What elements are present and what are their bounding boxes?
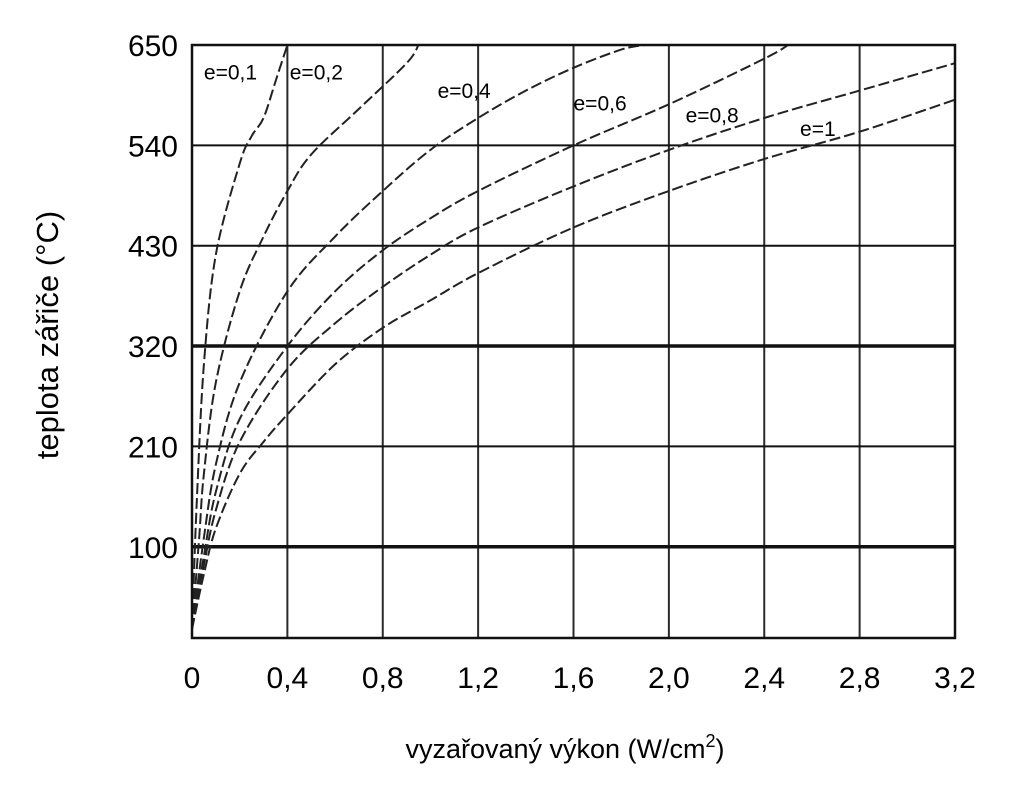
series-label: e=0,4 <box>438 80 491 103</box>
x-tick-label: 0,8 <box>362 662 404 695</box>
y-tick-label: 210 <box>128 431 178 464</box>
y-tick-label: 320 <box>128 331 178 364</box>
plot-frame <box>190 43 957 640</box>
series-line <box>191 44 789 630</box>
series-line <box>191 62 956 630</box>
series-label: e=1 <box>800 118 836 141</box>
series-label: e=0,1 <box>204 62 257 85</box>
curves <box>191 44 956 630</box>
y-axis-title: teplota zářiče (°C) <box>30 211 65 459</box>
y-tick-label: 650 <box>128 30 178 63</box>
series-line <box>191 44 420 629</box>
x-tick-label: 0,4 <box>267 662 309 695</box>
y-tick-labels: 100 210 320 430 540 650 <box>128 30 178 565</box>
x-tick-label: 1,6 <box>553 662 595 695</box>
x-tick-label: 2,8 <box>839 662 881 695</box>
x-tick-label: 2,0 <box>648 662 690 695</box>
x-tick-labels: 0 0,4 0,8 1,2 1,6 2,0 2,4 2,8 3,2 <box>184 662 976 695</box>
series-line <box>191 44 289 629</box>
axis-frame <box>190 43 957 640</box>
y-tick-label: 100 <box>128 532 178 565</box>
y-tick-label: 430 <box>128 231 178 264</box>
x-tick-label: 1,2 <box>457 662 499 695</box>
series-label: e=0,2 <box>290 62 343 85</box>
series-line <box>191 98 956 630</box>
x-tick-label: 0 <box>184 662 201 695</box>
x-axis-title: vyzařovaný výkon (W/cm2) <box>405 731 724 764</box>
x-tick-label: 3,2 <box>934 662 976 695</box>
series-label: e=0,6 <box>574 93 627 116</box>
x-tick-label: 2,4 <box>743 662 785 695</box>
y-tick-label: 540 <box>128 130 178 163</box>
grid <box>192 45 955 638</box>
curve-labels: e=0,1 e=0,2 e=0,4 e=0,6 e=0,8 e=1 <box>204 62 836 142</box>
series-label: e=0,8 <box>686 105 739 128</box>
